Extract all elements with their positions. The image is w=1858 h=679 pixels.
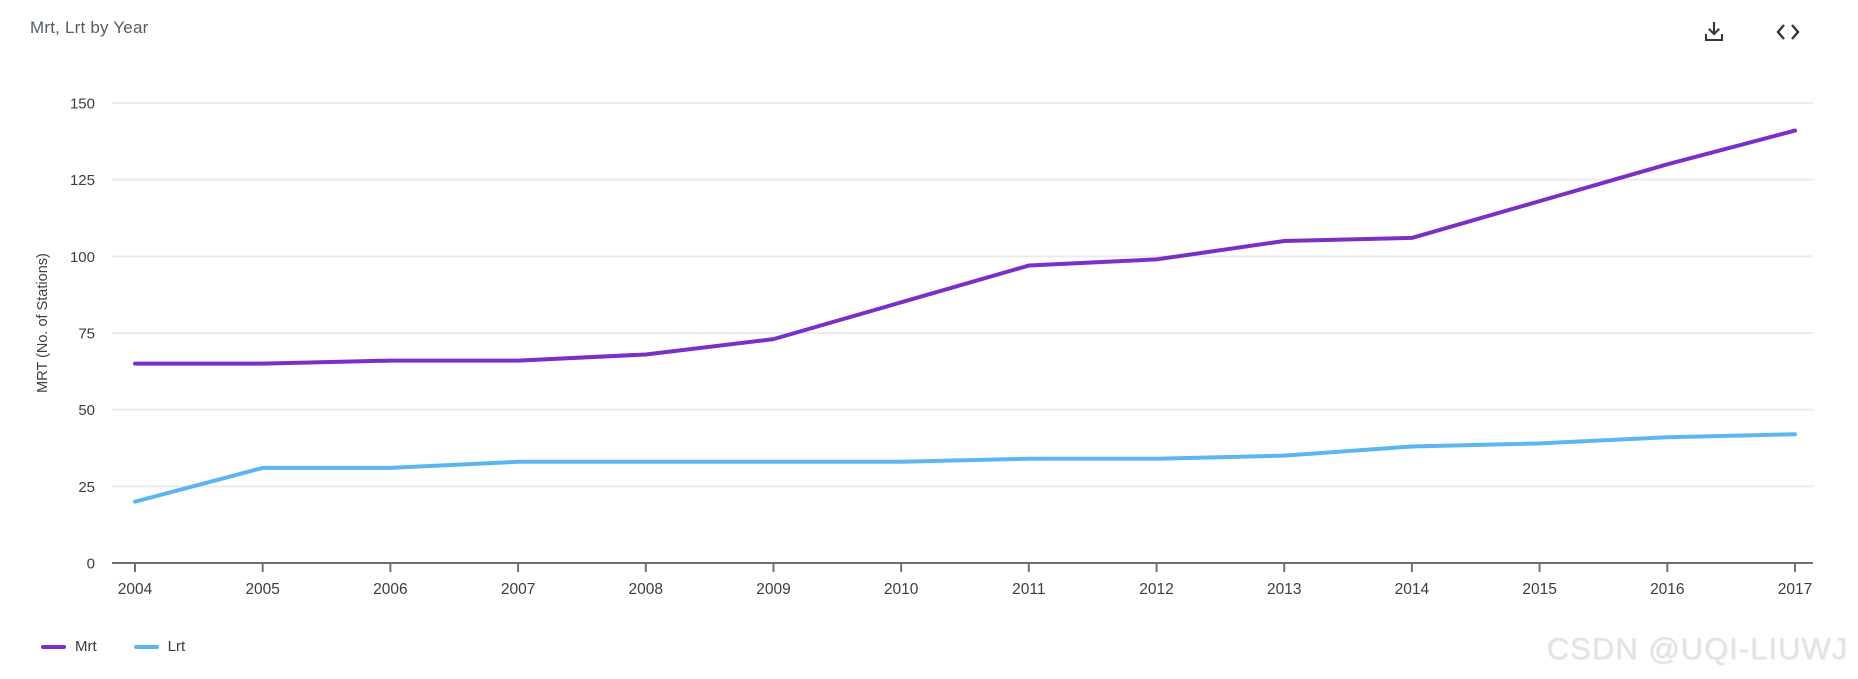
x-tick-label: 2016 — [1650, 581, 1684, 598]
x-tick-label: 2015 — [1522, 581, 1556, 598]
y-tick-label: 25 — [78, 479, 95, 496]
y-tick-label: 50 — [78, 402, 95, 419]
y-tick-label: 0 — [87, 556, 95, 573]
x-tick-label: 2008 — [629, 581, 663, 598]
x-tick-label: 2013 — [1267, 581, 1301, 598]
line-chart: 0 25 50 75 100 125 150 2004 2005 2006 2007 2008 2009… — [70, 96, 1813, 598]
csdn-watermark: CSDN @UQI-LIUWJ — [1546, 631, 1848, 666]
lrt-legend-label: Lrt — [167, 638, 186, 655]
x-tick-label: 2012 — [1139, 581, 1173, 598]
page-title: Mrt, Lrt by Year — [30, 18, 149, 37]
x-tick-label: 2009 — [756, 581, 790, 598]
download-button[interactable] — [1696, 14, 1732, 50]
lrt-legend-swatch — [133, 644, 159, 649]
download-icon — [1702, 20, 1726, 44]
legend-item-lrt[interactable]: Lrt — [133, 638, 186, 655]
x-tick-label: 2014 — [1395, 581, 1430, 598]
x-tick-label: 2005 — [245, 581, 279, 598]
x-tick-label: 2006 — [373, 581, 407, 598]
mrt-legend-label: Mrt — [75, 638, 97, 655]
y-tick-label: 100 — [70, 249, 95, 266]
x-tick-label: 2011 — [1012, 581, 1045, 598]
mrt-series-line — [133, 128, 1797, 366]
legend-item-mrt[interactable]: Mrt — [41, 638, 97, 655]
y-tick-label: 150 — [70, 96, 95, 113]
chart-legend: Mrt Lrt — [41, 638, 185, 655]
x-tick-label: 2010 — [884, 581, 919, 598]
header-actions — [1696, 14, 1806, 50]
y-tick-label: 75 — [78, 326, 95, 343]
lrt-series-line — [133, 432, 1797, 504]
embed-code-button[interactable] — [1770, 14, 1806, 50]
x-tick-label: 2017 — [1778, 581, 1812, 598]
x-tick-label: 2007 — [501, 581, 535, 598]
mrt-legend-swatch — [41, 644, 66, 649]
embed-code-icon — [1775, 22, 1801, 42]
x-tick-label: 2004 — [118, 581, 153, 598]
y-tick-label: 125 — [70, 172, 95, 189]
